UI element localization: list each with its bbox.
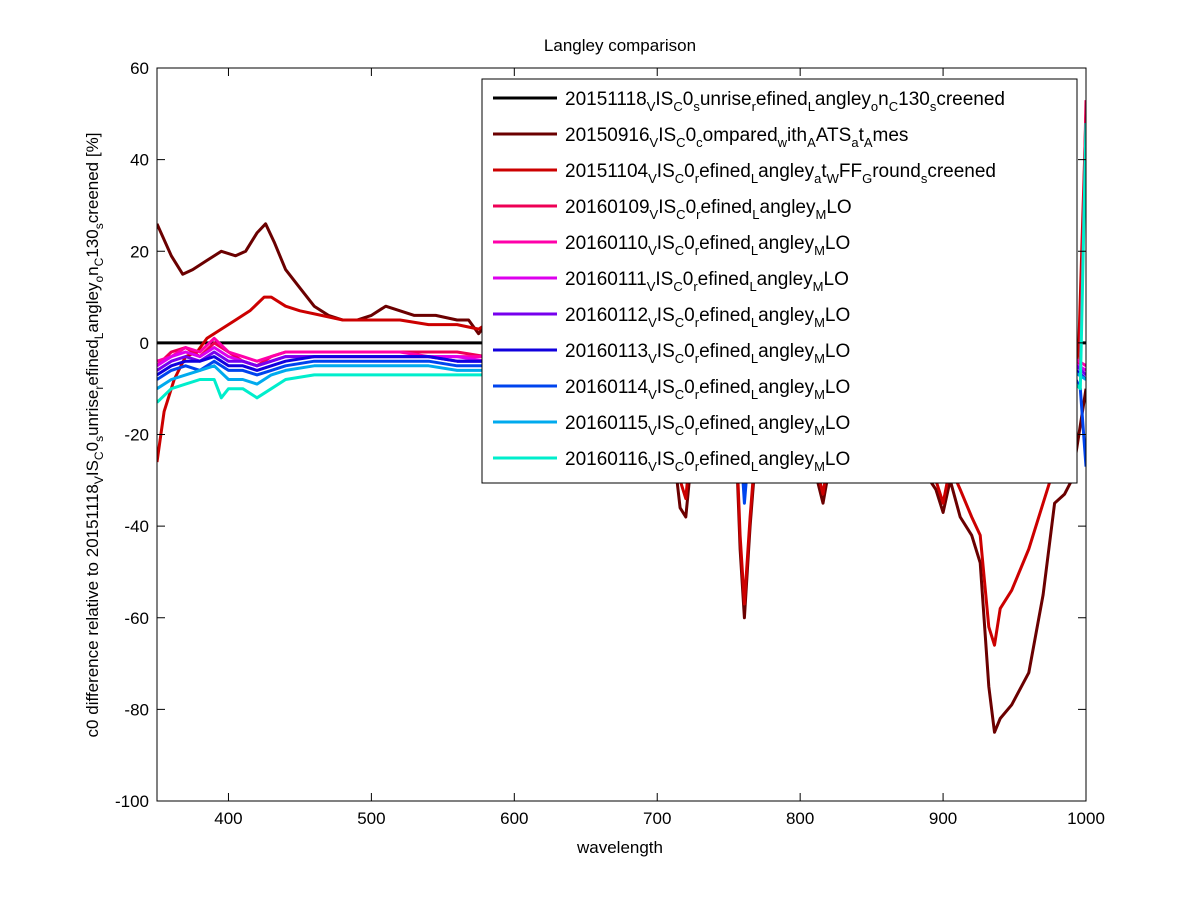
y-axis-label: c0 difference relative to 20151118VISC0s… [83,133,106,738]
legend-entry-label: 20160116VISC0refinedLangleyMLO [565,449,850,474]
legend-entry-label: 20160113VISC0refinedLangleyMLO [565,341,850,366]
ticks-layer: 400 500 600 700 800 900 1000 -100 -80 -60 -40 -20 0 2… [115,59,1105,828]
legend-entry-label: 20150916VISC0comparedwithAATSatAmes [565,125,908,150]
y-tick-label: -60 [124,609,149,628]
legend-entry-label: 20160110VISC0refinedLangleyMLO [565,233,850,258]
legend-entry-label: 20151104VISC0refinedLangleyatWFFGroundsc… [565,161,996,186]
x-tick-label: 700 [643,809,671,828]
legend-box [481,78,1078,484]
legend: 20151118VISC0sunriserefinedLangleyonC130… [481,78,1078,484]
series-line-7 [157,355,1086,381]
y-tick-label: 20 [130,242,149,261]
legend-entry-label: 20160115VISC0refinedLangleyMLO [565,413,850,438]
x-axis-label: wavelength [576,838,663,857]
y-tick-label: -40 [124,517,149,536]
chart-title: Langley comparison [544,36,696,55]
series-line-9 [157,364,1086,390]
legend-entry-label: 20160114VISC0refinedLangleyMLO [565,377,850,402]
legend-entry-label: 20160112VISC0refinedLangleyMLO [565,305,850,330]
x-tick-label: 800 [786,809,814,828]
series-line-10 [157,122,1086,404]
legend-entry-label: 20151118VISC0sunriserefinedLangleyonC130… [565,89,1005,114]
y-tick-label: -20 [124,426,149,445]
x-tick-label: 1000 [1067,809,1105,828]
y-tick-label: 40 [130,151,149,170]
legend-entry-label: 20160109VISC0refinedLangleyMLO [565,197,852,222]
y-tick-label: -80 [124,700,149,719]
legend-entry-label: 20160111VISC0refinedLangleyMLO [565,269,849,294]
x-tick-label: 600 [500,809,528,828]
x-tick-label: 900 [929,809,957,828]
y-tick-label: 0 [140,334,149,353]
y-tick-label: -100 [115,792,149,811]
x-tick-label: 500 [357,809,385,828]
y-tick-label: 60 [130,59,149,78]
x-tick-label: 400 [214,809,242,828]
